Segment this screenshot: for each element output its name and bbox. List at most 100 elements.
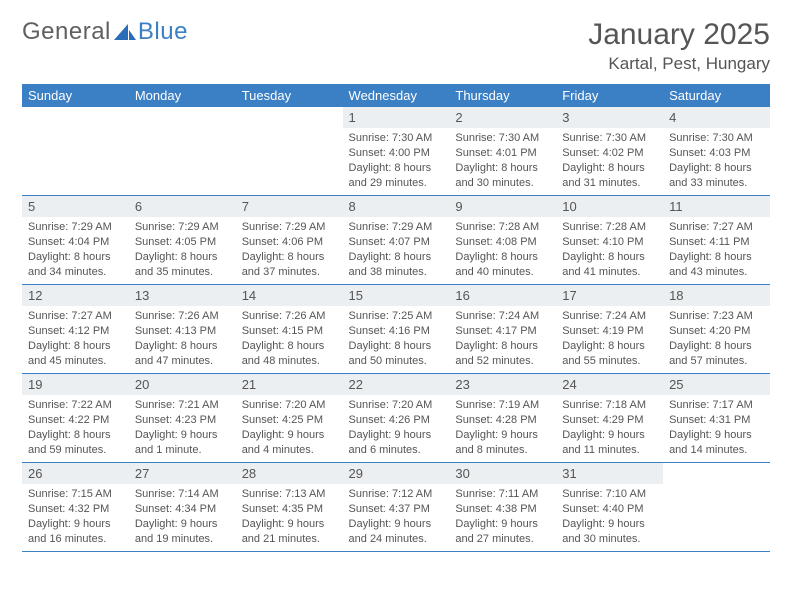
day-info: Sunrise: 7:28 AMSunset: 4:10 PMDaylight:…: [556, 217, 663, 283]
sunrise-text: Sunrise: 7:26 AM: [242, 309, 337, 324]
page-header: General Blue January 2025 Kartal, Pest, …: [22, 18, 770, 74]
sunrise-text: Sunrise: 7:28 AM: [455, 220, 550, 235]
day-number: 15: [343, 285, 450, 306]
day-number: 18: [663, 285, 770, 306]
calendar-day-cell: 10Sunrise: 7:28 AMSunset: 4:10 PMDayligh…: [556, 196, 663, 285]
calendar-day-cell: 14Sunrise: 7:26 AMSunset: 4:15 PMDayligh…: [236, 285, 343, 374]
day-info: Sunrise: 7:11 AMSunset: 4:38 PMDaylight:…: [449, 484, 556, 550]
sunrise-text: Sunrise: 7:30 AM: [349, 131, 444, 146]
day-number: 26: [22, 463, 129, 484]
sunrise-text: Sunrise: 7:20 AM: [242, 398, 337, 413]
calendar-day-cell: 23Sunrise: 7:19 AMSunset: 4:28 PMDayligh…: [449, 374, 556, 463]
daylight-text: Daylight: 8 hours and 48 minutes.: [242, 339, 337, 369]
weekday-header: Friday: [556, 84, 663, 107]
calendar-week-row: 26Sunrise: 7:15 AMSunset: 4:32 PMDayligh…: [22, 463, 770, 552]
sunset-text: Sunset: 4:31 PM: [669, 413, 764, 428]
sunset-text: Sunset: 4:38 PM: [455, 502, 550, 517]
calendar-day-cell: [129, 107, 236, 196]
sunset-text: Sunset: 4:29 PM: [562, 413, 657, 428]
daylight-text: Daylight: 9 hours and 21 minutes.: [242, 517, 337, 547]
calendar-day-cell: 4Sunrise: 7:30 AMSunset: 4:03 PMDaylight…: [663, 107, 770, 196]
day-number: 8: [343, 196, 450, 217]
sunrise-text: Sunrise: 7:29 AM: [349, 220, 444, 235]
sunrise-text: Sunrise: 7:24 AM: [455, 309, 550, 324]
calendar-week-row: 5Sunrise: 7:29 AMSunset: 4:04 PMDaylight…: [22, 196, 770, 285]
calendar-day-cell: 8Sunrise: 7:29 AMSunset: 4:07 PMDaylight…: [343, 196, 450, 285]
day-info: Sunrise: 7:29 AMSunset: 4:07 PMDaylight:…: [343, 217, 450, 283]
daylight-text: Daylight: 8 hours and 47 minutes.: [135, 339, 230, 369]
sunset-text: Sunset: 4:19 PM: [562, 324, 657, 339]
calendar-day-cell: 5Sunrise: 7:29 AMSunset: 4:04 PMDaylight…: [22, 196, 129, 285]
weekday-header: Wednesday: [343, 84, 450, 107]
calendar-table: Sunday Monday Tuesday Wednesday Thursday…: [22, 84, 770, 552]
day-info: Sunrise: 7:23 AMSunset: 4:20 PMDaylight:…: [663, 306, 770, 372]
sunset-text: Sunset: 4:11 PM: [669, 235, 764, 250]
calendar-day-cell: 11Sunrise: 7:27 AMSunset: 4:11 PMDayligh…: [663, 196, 770, 285]
daylight-text: Daylight: 8 hours and 30 minutes.: [455, 161, 550, 191]
day-info: Sunrise: 7:19 AMSunset: 4:28 PMDaylight:…: [449, 395, 556, 461]
day-number: 11: [663, 196, 770, 217]
calendar-day-cell: 3Sunrise: 7:30 AMSunset: 4:02 PMDaylight…: [556, 107, 663, 196]
daylight-text: Daylight: 8 hours and 35 minutes.: [135, 250, 230, 280]
weekday-header: Tuesday: [236, 84, 343, 107]
calendar-week-row: 12Sunrise: 7:27 AMSunset: 4:12 PMDayligh…: [22, 285, 770, 374]
calendar-day-cell: 1Sunrise: 7:30 AMSunset: 4:00 PMDaylight…: [343, 107, 450, 196]
daylight-text: Daylight: 8 hours and 31 minutes.: [562, 161, 657, 191]
sunset-text: Sunset: 4:22 PM: [28, 413, 123, 428]
calendar-day-cell: 19Sunrise: 7:22 AMSunset: 4:22 PMDayligh…: [22, 374, 129, 463]
sunset-text: Sunset: 4:16 PM: [349, 324, 444, 339]
daylight-text: Daylight: 8 hours and 40 minutes.: [455, 250, 550, 280]
calendar-day-cell: 24Sunrise: 7:18 AMSunset: 4:29 PMDayligh…: [556, 374, 663, 463]
day-info: Sunrise: 7:25 AMSunset: 4:16 PMDaylight:…: [343, 306, 450, 372]
day-info: Sunrise: 7:15 AMSunset: 4:32 PMDaylight:…: [22, 484, 129, 550]
calendar-day-cell: 30Sunrise: 7:11 AMSunset: 4:38 PMDayligh…: [449, 463, 556, 552]
daylight-text: Daylight: 8 hours and 50 minutes.: [349, 339, 444, 369]
sunset-text: Sunset: 4:40 PM: [562, 502, 657, 517]
day-info: Sunrise: 7:29 AMSunset: 4:04 PMDaylight:…: [22, 217, 129, 283]
sunset-text: Sunset: 4:37 PM: [349, 502, 444, 517]
sunset-text: Sunset: 4:34 PM: [135, 502, 230, 517]
sunset-text: Sunset: 4:13 PM: [135, 324, 230, 339]
sunrise-text: Sunrise: 7:25 AM: [349, 309, 444, 324]
day-info: Sunrise: 7:29 AMSunset: 4:06 PMDaylight:…: [236, 217, 343, 283]
calendar-day-cell: 29Sunrise: 7:12 AMSunset: 4:37 PMDayligh…: [343, 463, 450, 552]
day-info: Sunrise: 7:17 AMSunset: 4:31 PMDaylight:…: [663, 395, 770, 461]
month-title: January 2025: [588, 18, 770, 52]
day-number: 23: [449, 374, 556, 395]
calendar-day-cell: 12Sunrise: 7:27 AMSunset: 4:12 PMDayligh…: [22, 285, 129, 374]
sunrise-text: Sunrise: 7:17 AM: [669, 398, 764, 413]
day-info: Sunrise: 7:26 AMSunset: 4:15 PMDaylight:…: [236, 306, 343, 372]
sunset-text: Sunset: 4:05 PM: [135, 235, 230, 250]
calendar-day-cell: 16Sunrise: 7:24 AMSunset: 4:17 PMDayligh…: [449, 285, 556, 374]
calendar-page: General Blue January 2025 Kartal, Pest, …: [0, 0, 792, 570]
calendar-day-cell: 7Sunrise: 7:29 AMSunset: 4:06 PMDaylight…: [236, 196, 343, 285]
brand-sail-icon: [114, 22, 136, 42]
sunset-text: Sunset: 4:12 PM: [28, 324, 123, 339]
sunrise-text: Sunrise: 7:29 AM: [242, 220, 337, 235]
weekday-header-row: Sunday Monday Tuesday Wednesday Thursday…: [22, 84, 770, 107]
calendar-day-cell: 26Sunrise: 7:15 AMSunset: 4:32 PMDayligh…: [22, 463, 129, 552]
weekday-header: Saturday: [663, 84, 770, 107]
calendar-week-row: 1Sunrise: 7:30 AMSunset: 4:00 PMDaylight…: [22, 107, 770, 196]
sunset-text: Sunset: 4:17 PM: [455, 324, 550, 339]
day-number: 10: [556, 196, 663, 217]
calendar-day-cell: 31Sunrise: 7:10 AMSunset: 4:40 PMDayligh…: [556, 463, 663, 552]
daylight-text: Daylight: 8 hours and 41 minutes.: [562, 250, 657, 280]
day-info: Sunrise: 7:26 AMSunset: 4:13 PMDaylight:…: [129, 306, 236, 372]
calendar-week-row: 19Sunrise: 7:22 AMSunset: 4:22 PMDayligh…: [22, 374, 770, 463]
day-info: Sunrise: 7:18 AMSunset: 4:29 PMDaylight:…: [556, 395, 663, 461]
day-number: 22: [343, 374, 450, 395]
daylight-text: Daylight: 9 hours and 1 minute.: [135, 428, 230, 458]
calendar-day-cell: 25Sunrise: 7:17 AMSunset: 4:31 PMDayligh…: [663, 374, 770, 463]
day-info: Sunrise: 7:10 AMSunset: 4:40 PMDaylight:…: [556, 484, 663, 550]
daylight-text: Daylight: 8 hours and 52 minutes.: [455, 339, 550, 369]
day-number: 4: [663, 107, 770, 128]
day-info: Sunrise: 7:13 AMSunset: 4:35 PMDaylight:…: [236, 484, 343, 550]
calendar-day-cell: 21Sunrise: 7:20 AMSunset: 4:25 PMDayligh…: [236, 374, 343, 463]
daylight-text: Daylight: 9 hours and 19 minutes.: [135, 517, 230, 547]
day-number: 6: [129, 196, 236, 217]
sunset-text: Sunset: 4:25 PM: [242, 413, 337, 428]
sunset-text: Sunset: 4:28 PM: [455, 413, 550, 428]
day-number: 17: [556, 285, 663, 306]
brand-word-2: Blue: [138, 18, 188, 46]
